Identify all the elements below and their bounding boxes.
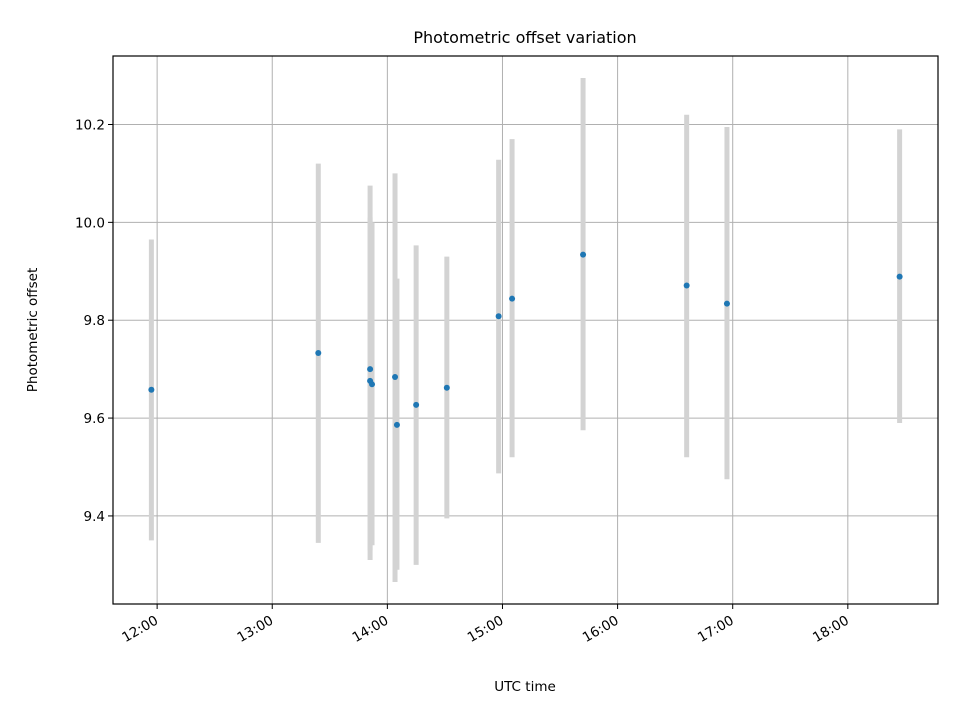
x-tick-label: 17:00 [695,613,737,646]
x-axis-label: UTC time [494,679,556,695]
x-tick-label: 13:00 [235,613,277,646]
y-axis-label: Photometric offset [25,268,41,392]
data-point [896,273,903,280]
y-tick-label: 9.4 [84,509,105,525]
plot-frame [112,55,939,605]
data-point [315,349,322,356]
x-tick-label: 15:00 [465,613,507,646]
data-point [509,295,516,302]
data-point [723,300,730,307]
y-tick-label: 10.0 [75,215,105,231]
x-tick-label: 18:00 [810,613,852,646]
point-layer [148,251,903,428]
y-tick-label: 9.8 [84,313,105,329]
data-point [413,401,420,408]
errorbar-layer [148,78,903,582]
data-point [369,381,376,388]
data-point [393,421,400,428]
data-point [367,366,374,373]
grid-layer [113,56,938,604]
tick-layer: 12:00 13:00 14:00 15:00 16:00 17:00 18:00 9.4 9.… [75,118,852,646]
data-point [683,282,690,289]
x-tick-label: 14:00 [350,613,392,646]
x-tick-label: 16:00 [580,613,622,646]
chart-title: Photometric offset variation [413,28,636,47]
data-point [148,386,155,393]
data-point [495,313,502,320]
data-point [580,251,587,258]
x-tick-label: 12:00 [119,613,161,646]
y-tick-label: 9.6 [84,411,105,427]
y-tick-label: 10.2 [75,118,105,134]
data-point [443,384,450,391]
data-point [392,373,399,380]
